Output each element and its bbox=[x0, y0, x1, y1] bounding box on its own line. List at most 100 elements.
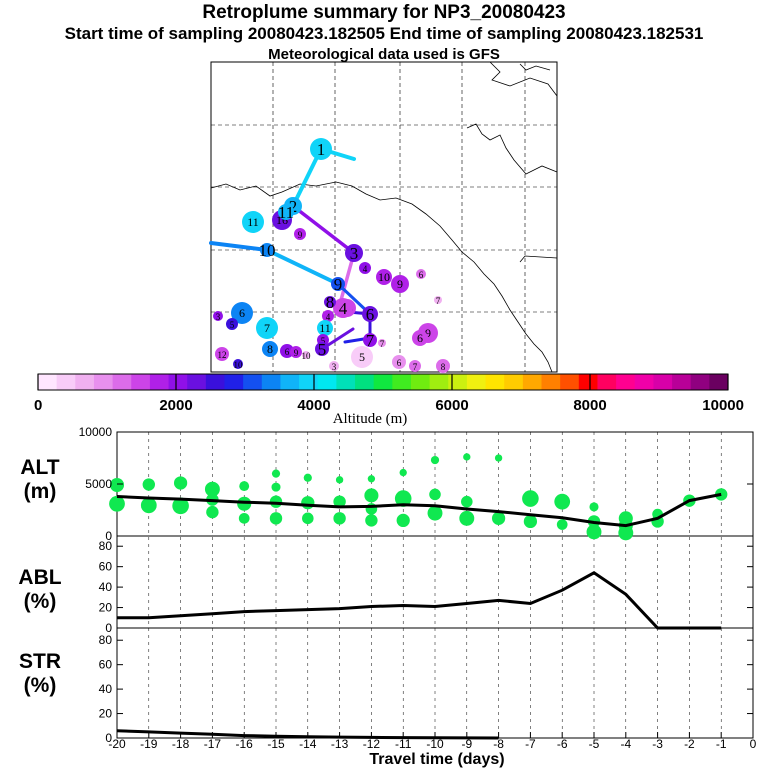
track-point bbox=[362, 306, 378, 322]
colorbar-cell bbox=[224, 374, 244, 390]
cluster-label: 7 bbox=[264, 321, 270, 335]
cluster-label: 4 bbox=[363, 264, 368, 274]
colorbar-cell bbox=[131, 374, 151, 390]
x-tick-label: -18 bbox=[172, 737, 190, 751]
cluster-label: 6 bbox=[419, 270, 424, 280]
plume-cluster bbox=[317, 320, 333, 336]
sampling-times: Start time of sampling 20080423.182505 E… bbox=[64, 24, 704, 43]
track-point-label: 1 bbox=[317, 140, 326, 159]
plume-cluster bbox=[262, 341, 278, 357]
cluster-label: 9 bbox=[298, 230, 303, 240]
coastline bbox=[210, 61, 558, 373]
abl-panel-label: ABL (%) bbox=[10, 566, 70, 614]
track-point-label: 9 bbox=[334, 275, 343, 294]
y-tick-label: 80 bbox=[99, 539, 113, 553]
cluster-label: 7 bbox=[380, 339, 385, 349]
colorbar-cell bbox=[149, 374, 169, 390]
alt-point bbox=[491, 511, 506, 525]
track-point-label: 7 bbox=[366, 331, 375, 350]
track-point-label: 11 bbox=[278, 203, 294, 222]
track-point bbox=[331, 277, 345, 291]
colorbar-cell bbox=[243, 374, 263, 390]
x-tick-label: -2 bbox=[684, 737, 695, 751]
x-tick-label: -17 bbox=[204, 737, 222, 751]
plume-cluster bbox=[329, 361, 339, 371]
alt-point bbox=[142, 478, 155, 491]
track-point-label: 8 bbox=[326, 293, 335, 312]
abl-ylabel: ABL (%) bbox=[18, 566, 62, 613]
colorbar-cell bbox=[485, 374, 505, 390]
plume-cluster bbox=[231, 302, 253, 324]
alt-point bbox=[269, 512, 283, 525]
x-tick-label: -16 bbox=[236, 737, 254, 751]
alt-point bbox=[238, 512, 250, 524]
cluster-label: 7 bbox=[413, 362, 418, 372]
cluster-label: 10 bbox=[234, 360, 244, 370]
cluster-label: 9 bbox=[425, 326, 431, 340]
colorbar-cell bbox=[373, 374, 393, 390]
alt-point bbox=[463, 453, 471, 461]
colorbar-cell bbox=[112, 374, 132, 390]
x-tick-label: -11 bbox=[395, 737, 412, 751]
cluster-label: 11 bbox=[319, 321, 331, 335]
trajectory-map: 111694109671446537118691012103567896575 … bbox=[209, 61, 558, 373]
track-point-label: 2 bbox=[289, 197, 298, 216]
cluster-label: 6 bbox=[417, 331, 423, 345]
alt-point bbox=[396, 513, 410, 528]
cluster-label: 6 bbox=[397, 358, 402, 368]
track-point bbox=[363, 333, 377, 347]
plume-cluster bbox=[322, 310, 334, 322]
x-tick-label: -12 bbox=[363, 737, 381, 751]
colorbar-tick-label: 0 bbox=[34, 397, 42, 414]
y-tick-label: 20 bbox=[99, 707, 113, 721]
alt-point bbox=[364, 488, 379, 503]
plume-cluster bbox=[351, 346, 373, 368]
colorbar-cell bbox=[448, 374, 468, 390]
altitude-colorbar: 0 2000 4000 6000 8000 10000 Altitude (m) bbox=[34, 373, 744, 427]
colorbar-cell bbox=[299, 374, 319, 390]
x-tick-label: -8 bbox=[493, 737, 504, 751]
cluster-label: 10 bbox=[302, 351, 312, 361]
alt-point bbox=[367, 475, 376, 483]
cluster-label: 8 bbox=[441, 362, 446, 372]
alt-point bbox=[427, 505, 443, 521]
alt-point bbox=[618, 525, 634, 541]
alt-point bbox=[206, 505, 219, 519]
plume-cluster bbox=[233, 359, 243, 369]
track-point-label: 5 bbox=[318, 340, 327, 359]
alt-point bbox=[523, 514, 538, 529]
alt-point bbox=[394, 490, 412, 507]
track-point bbox=[315, 342, 329, 356]
plume-cluster bbox=[409, 360, 421, 372]
alt-point bbox=[429, 488, 441, 501]
x-tick-label: -5 bbox=[589, 737, 600, 751]
plume-cluster bbox=[436, 359, 450, 373]
alt-point bbox=[204, 481, 220, 497]
x-tick-label: -19 bbox=[140, 737, 158, 751]
cluster-label: 5 bbox=[359, 350, 365, 364]
plume-cluster bbox=[302, 351, 310, 359]
plume-cluster bbox=[256, 317, 278, 339]
alt-point bbox=[335, 476, 344, 484]
track-point bbox=[324, 296, 336, 308]
track-point bbox=[345, 244, 363, 262]
colorbar-cell bbox=[690, 374, 710, 390]
plume-cluster bbox=[434, 296, 442, 304]
alt-panel-label: ALT (m) bbox=[10, 456, 70, 504]
track-point-label: 3 bbox=[350, 244, 359, 263]
colorbar-cell bbox=[466, 374, 486, 390]
alt-point bbox=[522, 490, 539, 507]
y-tick-label: 40 bbox=[99, 580, 113, 594]
alt-point bbox=[271, 482, 281, 492]
plume-cluster bbox=[378, 339, 386, 347]
cluster-label: 7 bbox=[436, 296, 441, 306]
cluster-label: 10 bbox=[378, 270, 390, 284]
colorbar-cell bbox=[672, 374, 692, 390]
cluster-label: 6 bbox=[285, 347, 290, 357]
colorbar-cell bbox=[653, 374, 673, 390]
alt-point bbox=[461, 495, 473, 508]
plume-cluster bbox=[412, 330, 428, 346]
colorbar-cell bbox=[410, 374, 431, 390]
alt-point bbox=[140, 497, 157, 514]
colorbar-cell bbox=[336, 374, 356, 390]
